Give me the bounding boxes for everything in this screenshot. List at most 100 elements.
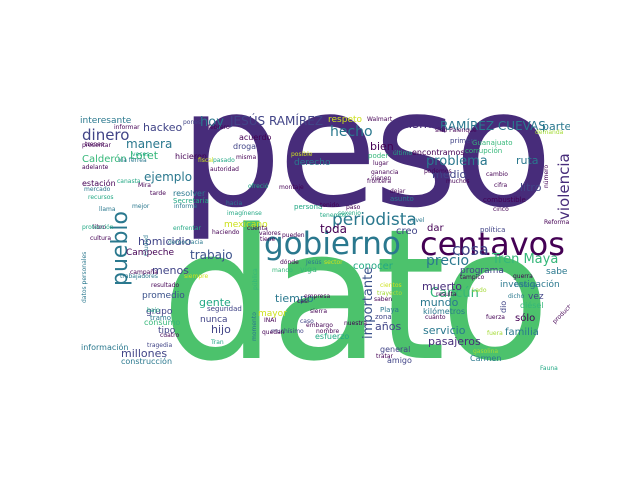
word-familia: familia [505,327,539,338]
word-casi: casi [297,298,309,305]
word-tragedia: tragedia [147,342,173,349]
word-fuerza: fuerza [486,314,505,321]
word-mira: Mira [138,182,151,189]
word-momento: momento [251,312,258,341]
word-hackeo: hackeo [143,121,183,134]
word-cultura: cultura [90,235,112,242]
word-ultimo: último [393,150,413,157]
word-siempre: siempre [184,273,209,280]
word-encontramos: encontramos [412,148,465,157]
word-autoridad: autoridad [210,166,239,173]
word-millones: millones [121,347,168,360]
word-reforma: Reforma [544,219,570,226]
word-recursos: recursos [88,194,114,201]
word-cuenta: cuenta [247,225,268,232]
word-secretaria: Secretaría [173,197,209,205]
word-peso: peso [179,103,553,244]
word-interesante: interesante [80,116,132,126]
word-demanda: demanda [535,129,564,136]
word-bajo: bajo [147,307,160,314]
word-corrupcion: corrupción [465,147,503,155]
word-via-ferrea: vía férrea [118,157,147,164]
word-vez: vez [528,292,544,302]
word-sierra: sierra [310,308,327,315]
word-imaginense: imagínense [227,210,262,217]
word-trayecto: trayecto [377,290,403,297]
word-cloud: peso dato centavos gobierno pueblo perio… [80,103,570,375]
word-cuatro: cuatro [160,332,180,339]
word-sabe: sabe [546,267,568,277]
word-dicho: dicho [508,293,525,300]
word-caso: caso [300,318,314,325]
word-informar: informar [114,124,140,131]
word-tiempo: tiempo [275,292,314,305]
word-grupo: grupo [146,307,173,317]
word-tarde: tarde [150,190,166,197]
word-quedan: quedan [262,329,285,336]
word-estacion: estación [82,179,116,188]
word-donde: dónde [280,259,299,266]
word-cancun: Cancún [430,286,479,301]
word-carmen: Carmen [470,354,502,363]
word-pasado: pasado [213,157,235,164]
word-mexicano: mexicano [224,220,268,230]
word-tipo: tipo [158,326,176,336]
word-campana: campaña [130,269,158,276]
word-adelante: adelante [82,164,109,171]
word-programa: programa [460,266,504,276]
word-ramirez-cuevas: RAMÍREZ CUEVAS [440,119,546,133]
word-jesus-ramirez: JESÚS RAMÍREZ [230,114,324,128]
word-mercado: mercado [84,186,111,193]
word-esfuerzo: esfuerzo [315,332,350,341]
word-manera: manera [126,137,173,151]
word-menos: menos [152,264,189,277]
word-tampico: tampico [460,274,485,281]
word-trabajo: trabajo [190,248,233,262]
word-gente: gente [199,296,231,309]
word-hecho: hecho [330,124,373,140]
word-fuera: fuera [487,330,503,337]
word-misma: misma [236,154,257,161]
word-muerto: muerto [422,280,463,293]
word-general: general [380,345,411,354]
word-inai: INAI [264,317,277,324]
word-numero: número [543,164,550,188]
word-publica: pública [252,268,259,290]
word-datos-personales: datos personales [81,251,88,303]
word-playa: Playa [380,306,399,314]
word-embargo: embargo [306,322,333,329]
word-muchisimo: muchísimo [271,328,304,335]
word-democracia: democracia [168,239,204,246]
word-litro: litro [520,181,542,194]
word-nombre: nombre [316,328,340,335]
word-precio: precio [426,253,470,269]
word-libro: libro [93,224,107,231]
word-hijo: hijo [211,323,231,336]
word-informacion: información [81,343,129,352]
word-presentar: presentar [82,142,111,149]
word-mando: mando [272,267,293,274]
word-seguridad: seguridad [207,305,242,313]
word-tratar: tratar [376,353,393,360]
word-tenemos: tenemos [320,212,347,219]
word-loret: Loret [130,149,159,162]
word-walmart: Walmart [367,116,393,123]
word-viga: viga [300,265,317,274]
word-combustible: combustible [483,196,526,204]
word-montaje: montaje [279,184,304,191]
word-tramo: tramo [150,314,172,322]
word-tiene: tiene [260,236,276,243]
word-lugar: lugar [373,160,389,167]
word-ganancia: ganancia [371,169,399,176]
word-proteccion: protección [82,224,114,231]
word-cientos: cientos [380,282,402,289]
word-enfrentar: enfrentar [173,225,201,232]
word-guanajuato: Guanajuato [472,139,513,147]
word-medio: medio [432,168,467,181]
word-pones: pones [183,119,202,126]
word-sector: sector [324,259,343,266]
word-anos: años [375,320,402,333]
word-investigacion: investigación [500,280,560,290]
word-hoy: hoy [200,115,224,130]
word-violencia: violencia [555,153,570,220]
